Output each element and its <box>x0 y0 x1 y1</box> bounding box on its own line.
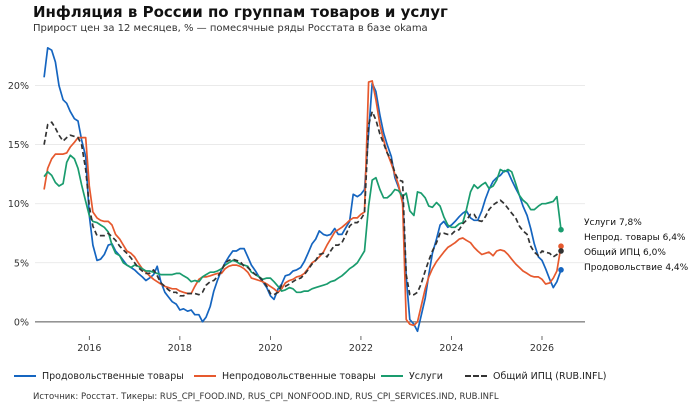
legend-item-nonfood: Непродовольственные товары <box>194 368 376 384</box>
x-tick-label: 2018 <box>168 343 192 354</box>
x-tick-label: 2016 <box>77 343 101 354</box>
end-label-nonfood: Непрод. товары 6,4% <box>584 233 686 243</box>
legend-label-cpi: Общий ИПЦ (RUB.INFL) <box>493 370 607 382</box>
end-label-services: Услуги 7,8% <box>584 218 642 228</box>
series-line-food <box>43 46 562 333</box>
source-note: Источник: Росстат. Тикеры: RUS_CPI_FOOD.… <box>33 392 499 402</box>
legend-swatch-nonfood <box>194 375 216 377</box>
y-tick-label: 0% <box>14 317 29 328</box>
y-tick-label: 10% <box>8 199 29 210</box>
legend-swatch-food <box>14 375 36 377</box>
legend-swatch-services <box>381 375 403 377</box>
end-marker-nonfood <box>558 243 564 250</box>
legend-item-services: Услуги <box>381 368 443 384</box>
series-line-cpi <box>43 110 562 297</box>
end-label-cpi: Общий ИПЦ 6,0% <box>584 248 666 258</box>
legend-item-cpi: Общий ИПЦ (RUB.INFL) <box>465 368 606 384</box>
series-line-nonfood <box>43 80 562 327</box>
y-tick-label: 20% <box>8 81 29 92</box>
y-tick-label: 5% <box>14 258 29 269</box>
chart-title: Инфляция в России по группам товаров и у… <box>33 3 448 21</box>
legend-label-nonfood: Непродовольственные товары <box>222 370 376 382</box>
legend-label-services: Услуги <box>409 370 443 382</box>
end-label-food: Продовольствие 4,4% <box>584 263 689 273</box>
end-marker-food <box>558 267 564 273</box>
legend-label-food: Продовольственные товары <box>42 370 184 382</box>
x-tick-label: 2020 <box>258 343 282 354</box>
x-tick-label: 2022 <box>349 343 373 354</box>
end-marker-cpi <box>558 248 564 254</box>
chart-svg: 0% 5% 10% 15% 20% 2016 2018 2020 2022 2024 2026 Про… <box>8 46 689 354</box>
y-tick-label: 15% <box>8 140 29 151</box>
chart-subtitle: Прирост цен за 12 месяцев, % — помесячны… <box>33 23 428 34</box>
legend-item-food: Продовольственные товары <box>14 368 184 384</box>
x-tick-label: 2026 <box>530 343 554 354</box>
x-tick-label: 2024 <box>439 343 463 354</box>
series-line-services <box>43 154 562 294</box>
legend-swatch-cpi <box>465 375 487 377</box>
legend: Продовольственные товары Непродовольстве… <box>0 368 690 384</box>
end-marker-services <box>558 226 564 233</box>
